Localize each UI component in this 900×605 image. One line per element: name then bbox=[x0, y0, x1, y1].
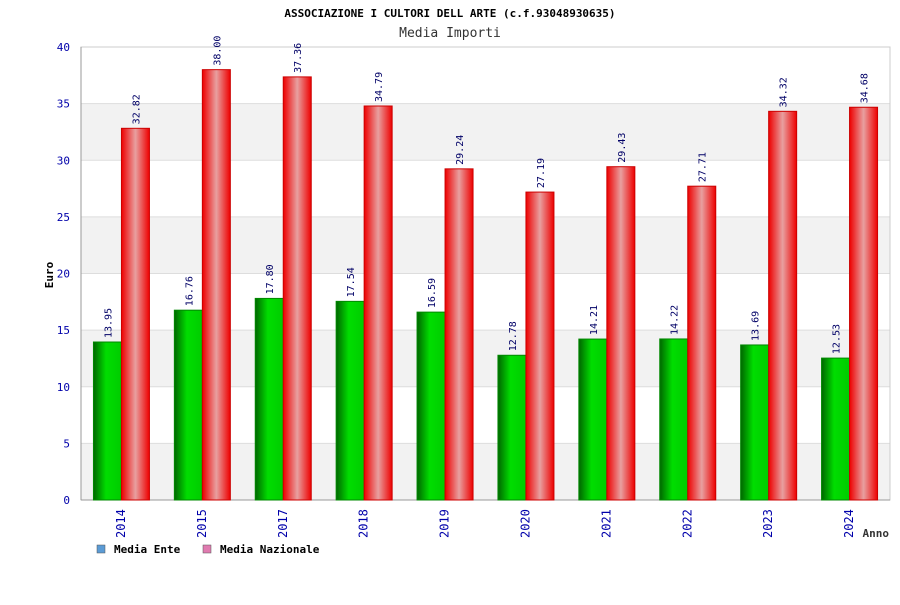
legend-label: Media Ente bbox=[114, 543, 181, 556]
bar-media-ente bbox=[254, 297, 284, 501]
bars-group: 13.95 32.82 16.76 38.00 17.80 37.36 17.54 34.79… bbox=[92, 36, 879, 501]
data-label: 37.36 bbox=[293, 43, 304, 73]
bar-media-nazionale bbox=[120, 127, 150, 501]
data-label: 13.95 bbox=[103, 308, 114, 338]
y-tick-label: 20 bbox=[57, 268, 70, 281]
bar-media-nazionale bbox=[849, 106, 879, 501]
y-tick-label: 25 bbox=[57, 211, 70, 224]
y-axis-label: Euro bbox=[43, 261, 56, 288]
data-label: 34.32 bbox=[779, 77, 790, 107]
bar-media-nazionale bbox=[525, 191, 555, 501]
data-label: 17.80 bbox=[265, 264, 276, 294]
data-label: 16.59 bbox=[427, 278, 438, 308]
y-tick-label: 30 bbox=[57, 154, 70, 167]
chart-subtitle: Media Importi bbox=[399, 26, 501, 41]
legend: Media Ente Media Nazionale bbox=[96, 543, 320, 556]
x-tick-label: 2020 bbox=[518, 509, 532, 538]
bar-media-ente bbox=[416, 311, 446, 501]
legend-swatch-media-ente bbox=[96, 544, 106, 554]
data-label: 14.22 bbox=[670, 305, 681, 335]
bar-media-ente bbox=[740, 344, 770, 501]
data-label: 17.54 bbox=[346, 267, 357, 297]
bar-media-nazionale bbox=[768, 110, 798, 501]
data-label: 12.53 bbox=[832, 324, 843, 354]
bar-media-nazionale bbox=[444, 168, 474, 501]
x-tick-label: 2023 bbox=[761, 509, 775, 538]
data-label: 34.79 bbox=[374, 72, 385, 102]
bar-media-ente bbox=[92, 341, 122, 501]
data-label: 38.00 bbox=[212, 36, 223, 66]
y-tick-label: 0 bbox=[63, 494, 70, 507]
bar-media-nazionale bbox=[606, 166, 636, 501]
y-tick-label: 10 bbox=[57, 381, 70, 394]
bar-media-ente bbox=[578, 338, 608, 501]
y-tick-label: 15 bbox=[57, 324, 70, 337]
x-tick-label: 2021 bbox=[599, 509, 613, 538]
bar-media-nazionale bbox=[282, 76, 312, 501]
bar-media-nazionale bbox=[363, 105, 393, 501]
bar-media-nazionale bbox=[687, 185, 717, 501]
legend-label: Media Nazionale bbox=[220, 543, 320, 556]
bar-media-ente bbox=[497, 354, 527, 501]
y-tick-label: 40 bbox=[57, 41, 70, 54]
data-label: 32.82 bbox=[131, 94, 142, 124]
bar-media-ente bbox=[173, 309, 203, 501]
x-tick-label: 2018 bbox=[357, 509, 371, 538]
data-label: 27.71 bbox=[698, 152, 709, 182]
x-axis: 2014 2015 2017 2018 2019 2020 2021 2022 2023 2024 bbox=[81, 499, 890, 538]
x-tick-label: 2015 bbox=[195, 509, 209, 538]
data-label: 16.76 bbox=[184, 276, 195, 306]
bar-media-ente bbox=[335, 300, 365, 501]
data-label: 29.24 bbox=[455, 135, 466, 165]
data-label: 27.19 bbox=[536, 158, 547, 188]
data-label: 29.43 bbox=[617, 133, 628, 163]
x-tick-label: 2017 bbox=[276, 509, 290, 538]
data-label: 13.69 bbox=[751, 311, 762, 341]
y-tick-label: 5 bbox=[63, 437, 70, 450]
data-label: 34.68 bbox=[860, 73, 871, 103]
x-tick-label: 2024 bbox=[842, 509, 856, 538]
y-axis: 0 5 10 15 20 25 30 35 40 bbox=[57, 41, 82, 507]
data-label: 14.21 bbox=[589, 305, 600, 335]
x-tick-label: 2022 bbox=[680, 509, 694, 538]
x-tick-label: 2014 bbox=[114, 509, 128, 538]
legend-swatch-media-nazionale bbox=[202, 544, 212, 554]
y-tick-label: 35 bbox=[57, 98, 70, 111]
bar-media-nazionale bbox=[201, 69, 231, 501]
x-tick-label: 2019 bbox=[438, 509, 452, 538]
bar-media-ente bbox=[821, 357, 851, 501]
bar-media-ente bbox=[659, 338, 689, 501]
chart-title: ASSOCIAZIONE I CULTORI DELL ARTE (c.f.93… bbox=[284, 7, 615, 20]
x-axis-label: Anno bbox=[863, 527, 890, 540]
data-label: 12.78 bbox=[508, 321, 519, 351]
